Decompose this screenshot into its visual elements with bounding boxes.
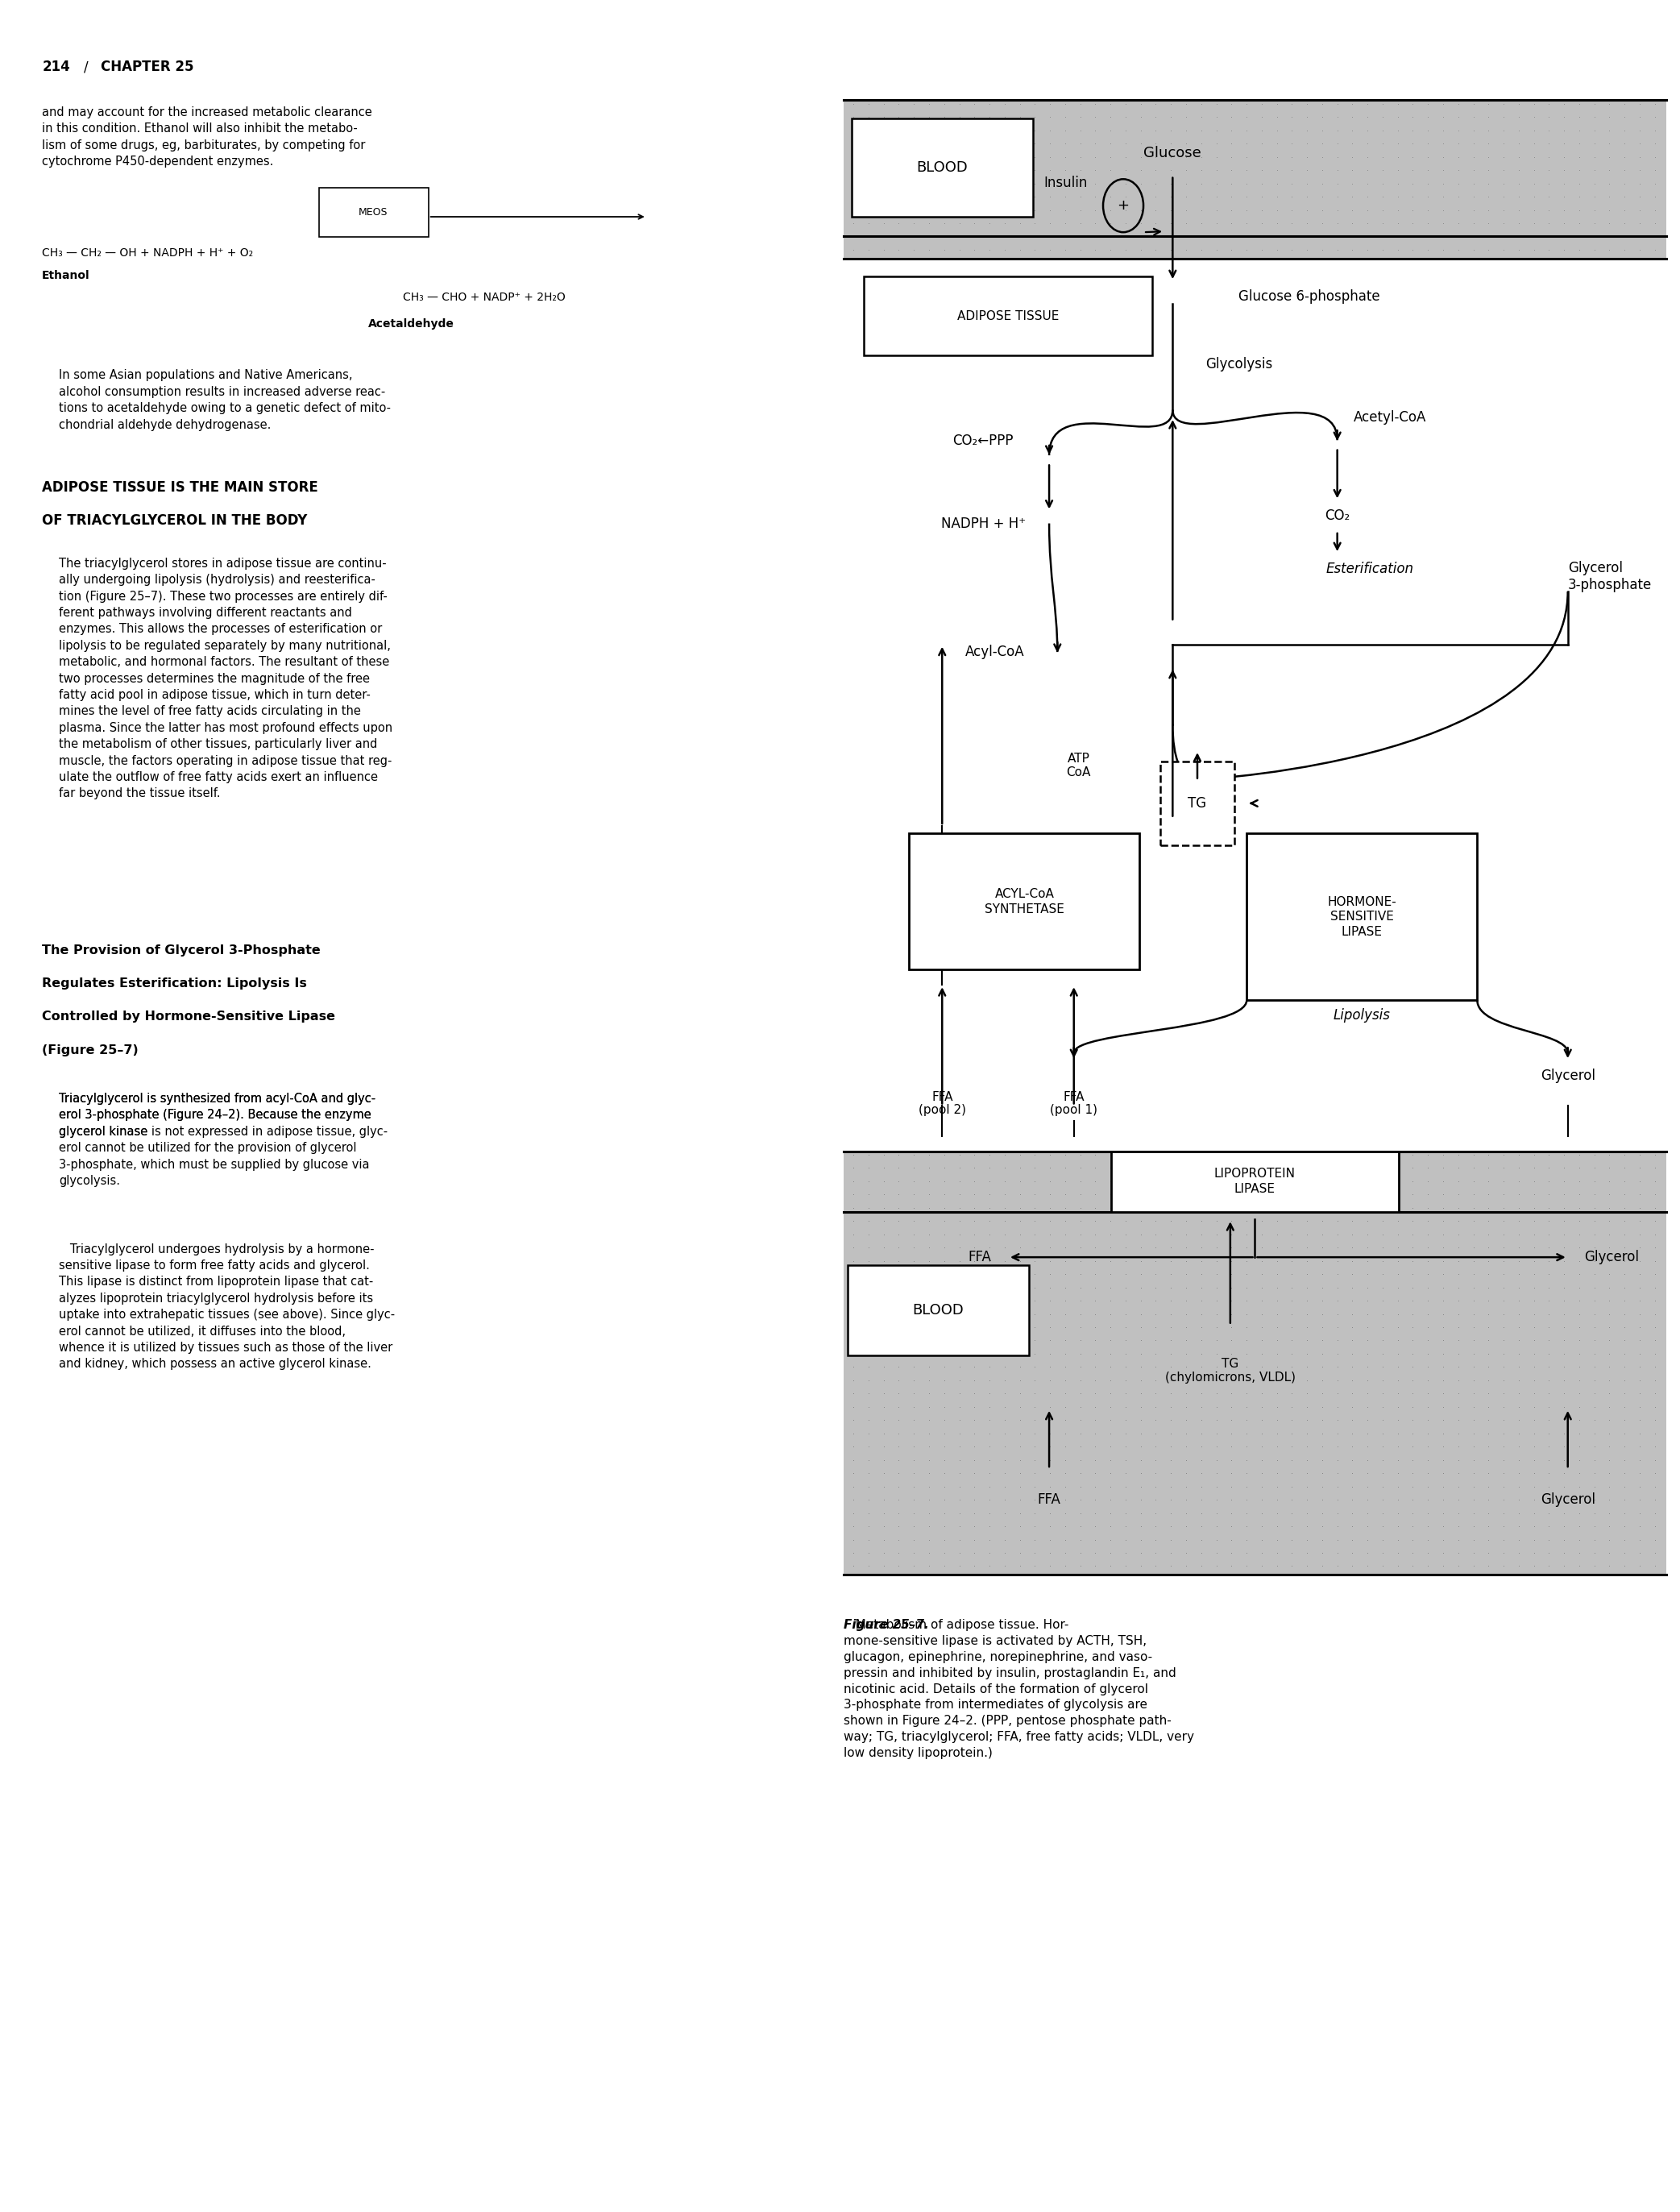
- Text: Esterification: Esterification: [1326, 562, 1415, 575]
- Text: Figure 25–7.: Figure 25–7.: [843, 1619, 929, 1630]
- Text: Ethanol: Ethanol: [42, 270, 91, 281]
- Text: Glycerol: Glycerol: [1541, 1493, 1596, 1506]
- Text: Glycolysis: Glycolysis: [1206, 358, 1273, 372]
- Text: HORMONE-
SENSITIVE
LIPASE: HORMONE- SENSITIVE LIPASE: [1327, 896, 1396, 938]
- Text: Acetyl-CoA: Acetyl-CoA: [1354, 411, 1426, 425]
- Text: LIPOPROTEIN
LIPASE: LIPOPROTEIN LIPASE: [1215, 1168, 1295, 1194]
- Text: MEOS: MEOS: [358, 208, 388, 217]
- Text: /: /: [84, 60, 89, 75]
- Text: Acyl-CoA: Acyl-CoA: [964, 644, 1025, 659]
- Text: NADPH + H⁺: NADPH + H⁺: [941, 515, 1026, 531]
- Text: Glycerol: Glycerol: [1584, 1250, 1640, 1265]
- Text: Insulin: Insulin: [1043, 175, 1087, 190]
- Text: Triacylglycerol is synthesized from acyl-CoA and glyc-
erol 3-phosphate (Figure : Triacylglycerol is synthesized from acyl…: [59, 1093, 376, 1137]
- Bar: [843, 1150, 1667, 1575]
- Text: FFA
(pool 2): FFA (pool 2): [919, 1091, 966, 1117]
- Bar: [864, 276, 1152, 356]
- Text: CH₃ — CH₂ — OH + NADPH + H⁺ + O₂: CH₃ — CH₂ — OH + NADPH + H⁺ + O₂: [42, 248, 254, 259]
- Text: Acetaldehyde: Acetaldehyde: [368, 319, 455, 330]
- Text: In some Asian populations and Native Americans,
alcohol consumption results in i: In some Asian populations and Native Ame…: [59, 369, 391, 431]
- Text: Glucose: Glucose: [1144, 146, 1201, 159]
- Bar: [1110, 1150, 1399, 1212]
- Bar: [843, 1150, 1667, 1575]
- Bar: [847, 1265, 1028, 1356]
- Text: CO₂←PPP: CO₂←PPP: [953, 434, 1013, 447]
- Text: 214: 214: [42, 60, 71, 75]
- Bar: [852, 119, 1033, 217]
- Text: BLOOD: BLOOD: [917, 161, 968, 175]
- Text: The Provision of Glycerol 3-Phosphate: The Provision of Glycerol 3-Phosphate: [42, 945, 321, 956]
- Bar: [319, 188, 428, 237]
- Text: and may account for the increased metabolic clearance
in this condition. Ethanol: and may account for the increased metabo…: [42, 106, 373, 168]
- Text: +: +: [1117, 199, 1129, 212]
- Text: FFA
(pool 1): FFA (pool 1): [1050, 1091, 1097, 1117]
- Text: ADIPOSE TISSUE IS THE MAIN STORE: ADIPOSE TISSUE IS THE MAIN STORE: [42, 480, 318, 495]
- Text: ADIPOSE TISSUE: ADIPOSE TISSUE: [958, 310, 1058, 323]
- Text: Metabolism of adipose tissue. Hor-
mone-sensitive lipase is activated by ACTH, T: Metabolism of adipose tissue. Hor- mone-…: [843, 1619, 1194, 1759]
- Bar: [843, 100, 1667, 259]
- Text: Lipolysis: Lipolysis: [1334, 1009, 1391, 1022]
- Text: Glycerol: Glycerol: [1541, 1068, 1596, 1084]
- Bar: [1161, 761, 1235, 845]
- Text: Triacylglycerol is synthesized from acyl-CoA and glyc-
erol 3-phosphate (Figure : Triacylglycerol is synthesized from acyl…: [59, 1093, 388, 1188]
- Text: Glucose 6-phosphate: Glucose 6-phosphate: [1238, 290, 1379, 303]
- Text: CO₂: CO₂: [1326, 509, 1349, 522]
- Text: ACYL-CoA
SYNTHETASE: ACYL-CoA SYNTHETASE: [984, 887, 1065, 916]
- Text: TG
(chylomicrons, VLDL): TG (chylomicrons, VLDL): [1164, 1358, 1295, 1385]
- Text: FFA: FFA: [968, 1250, 991, 1265]
- Text: Glycerol
3-phosphate: Glycerol 3-phosphate: [1567, 560, 1651, 593]
- Text: CH₃ — CHO + NADP⁺ + 2H₂O: CH₃ — CHO + NADP⁺ + 2H₂O: [403, 292, 566, 303]
- Text: FFA: FFA: [1038, 1493, 1060, 1506]
- Text: BLOOD: BLOOD: [912, 1303, 964, 1318]
- Bar: [1247, 834, 1477, 1000]
- Text: (Figure 25–7): (Figure 25–7): [42, 1044, 138, 1055]
- Text: Controlled by Hormone-Sensitive Lipase: Controlled by Hormone-Sensitive Lipase: [42, 1011, 336, 1022]
- Text: CHAPTER 25: CHAPTER 25: [101, 60, 193, 75]
- Text: The triacylglycerol stores in adipose tissue are continu-
ally undergoing lipoly: The triacylglycerol stores in adipose ti…: [59, 557, 393, 801]
- Text: Triacylglycerol undergoes hydrolysis by a hormone-
sensitive lipase to form free: Triacylglycerol undergoes hydrolysis by …: [59, 1243, 395, 1369]
- Text: OF TRIACYLGLYCEROL IN THE BODY: OF TRIACYLGLYCEROL IN THE BODY: [42, 513, 307, 529]
- Text: Regulates Esterification: Lipolysis Is: Regulates Esterification: Lipolysis Is: [42, 978, 307, 989]
- Text: TG: TG: [1188, 796, 1206, 810]
- Bar: [909, 834, 1139, 969]
- Text: ATP
CoA: ATP CoA: [1065, 752, 1090, 779]
